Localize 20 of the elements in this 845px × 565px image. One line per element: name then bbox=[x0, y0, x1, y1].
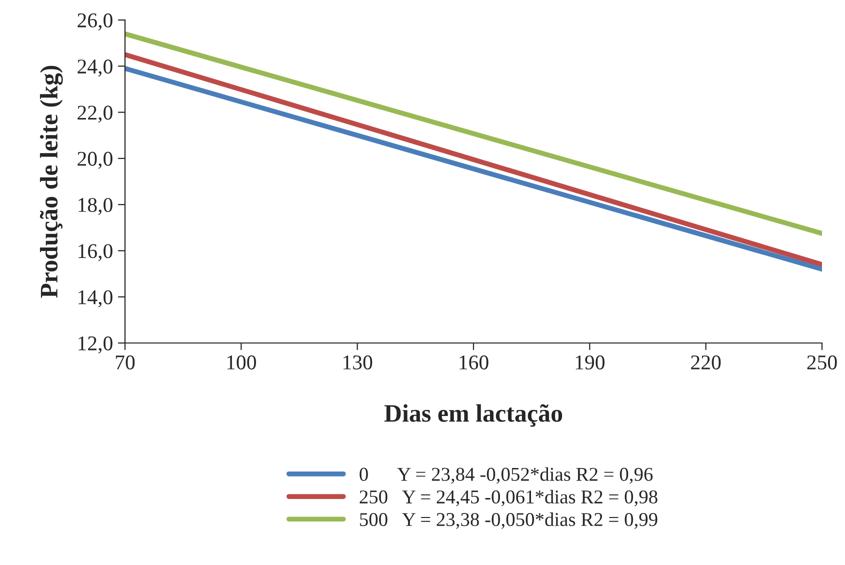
legend-label: 500 Y = 23,38 -0,050*dias R2 = 0,99 bbox=[360, 512, 658, 529]
x-tick-label: 130 bbox=[344, 355, 372, 370]
x-tick-label: 220 bbox=[691, 355, 721, 370]
y-tick-label: 18,0 bbox=[78, 198, 112, 216]
x-tick-label: 100 bbox=[227, 355, 256, 370]
y-axis-title: Produção de leite (kg) bbox=[40, 66, 63, 298]
y-tick-label: 24,0 bbox=[78, 60, 112, 77]
x-tick-label: 250 bbox=[807, 355, 837, 370]
x-axis-title: Dias em lactação bbox=[384, 404, 562, 427]
x-tick-label: 160 bbox=[460, 355, 488, 370]
legend-label: 250 Y = 24,45 -0,061*dias R2 = 0,98 bbox=[360, 490, 658, 506]
x-tick-label: 70 bbox=[116, 355, 135, 370]
legend-label: 0 Y = 23,84 -0,052*dias R2 = 0,96 bbox=[360, 467, 653, 484]
y-tick-label: 14,0 bbox=[78, 290, 112, 308]
y-tick-label: 26,0 bbox=[78, 13, 112, 30]
y-tick-label: 22,0 bbox=[78, 106, 112, 123]
x-tick-label: 190 bbox=[576, 355, 604, 370]
y-tick-label: 20,0 bbox=[78, 152, 112, 169]
y-tick-label: 12,0 bbox=[78, 336, 112, 354]
y-tick-label: 16,0 bbox=[78, 244, 112, 262]
